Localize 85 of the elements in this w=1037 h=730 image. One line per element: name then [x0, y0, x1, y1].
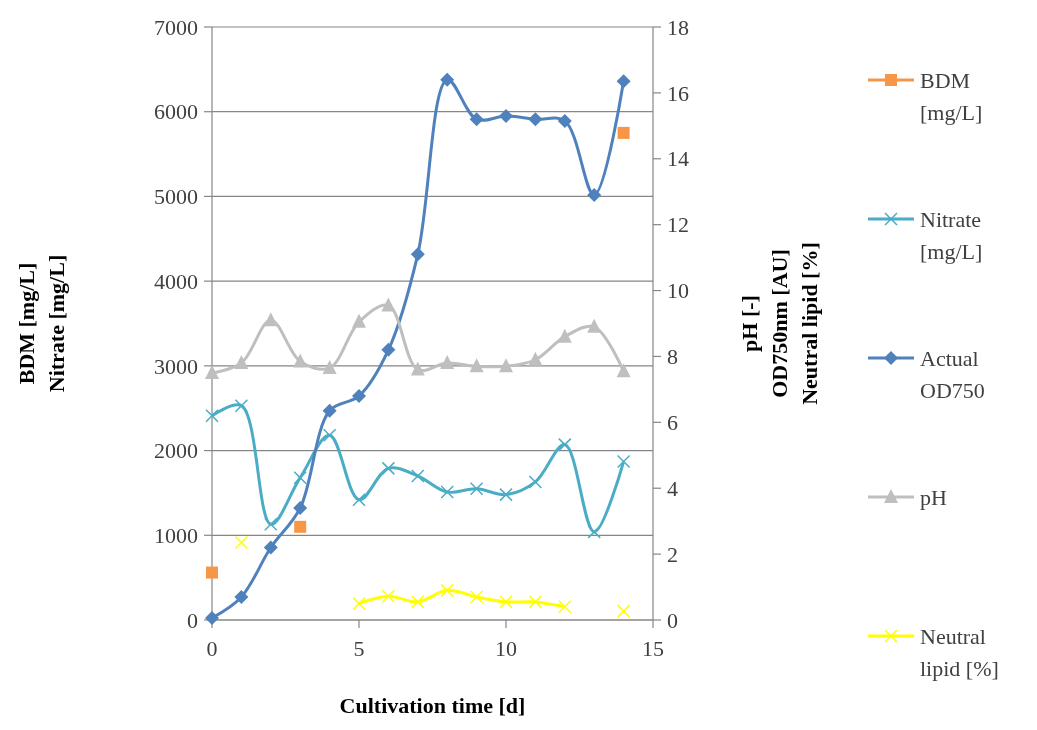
point — [557, 113, 572, 128]
point — [440, 72, 455, 87]
x-tick-label: 0 — [206, 636, 218, 661]
legend-label: Neutral lipid [%] — [920, 623, 999, 681]
y-axis-title: BDM [mg/L] Nitrate [mg/L] — [14, 254, 69, 393]
y2-axis-title: pH [-] OD750nm [AU] Neutral lipid [%] — [737, 242, 822, 405]
point — [263, 312, 278, 327]
y2-tick-label: 4 — [667, 475, 678, 501]
point — [528, 112, 543, 127]
point — [322, 403, 337, 418]
x-tick-label: 5 — [353, 636, 365, 661]
point — [381, 461, 396, 476]
y2-tick-label: 18 — [667, 14, 689, 40]
y2-tick-label: 6 — [667, 410, 678, 436]
legend-label: BDM [mg/L] — [920, 67, 983, 125]
point — [499, 595, 513, 609]
point — [264, 517, 278, 532]
y2-tick-label: 12 — [667, 212, 689, 238]
point — [558, 437, 572, 452]
point — [234, 398, 249, 413]
point — [499, 487, 513, 502]
point — [381, 342, 396, 357]
y2-tick-label: 16 — [667, 80, 689, 106]
point — [322, 359, 337, 374]
point — [263, 540, 278, 555]
point — [617, 126, 630, 139]
point — [381, 589, 396, 604]
point — [410, 361, 425, 376]
point — [616, 454, 631, 469]
point — [587, 188, 602, 203]
y-tick-label: 0 — [187, 607, 198, 633]
point — [469, 590, 484, 604]
x-tick-label: 15 — [642, 636, 664, 661]
y2-tick-label: 2 — [667, 541, 678, 567]
point — [440, 355, 455, 370]
point — [616, 363, 631, 378]
point — [293, 470, 307, 485]
legend-label: Nitrate [mg/L] — [920, 206, 983, 264]
y-tick-label: 4000 — [154, 268, 198, 294]
point — [557, 328, 572, 343]
point — [234, 589, 249, 604]
point — [469, 112, 484, 127]
y2-tick-label: 8 — [667, 344, 678, 370]
point — [352, 596, 366, 611]
point — [440, 583, 454, 598]
point — [469, 481, 484, 496]
point — [234, 535, 249, 550]
point — [411, 469, 425, 483]
x-tick-label: 10 — [495, 636, 517, 661]
point — [352, 313, 366, 328]
point — [528, 475, 543, 489]
legend-label: pH — [920, 484, 947, 510]
point — [352, 388, 366, 403]
point — [587, 525, 601, 539]
y-tick-label: 3000 — [154, 353, 198, 379]
point — [205, 409, 219, 423]
point — [410, 247, 425, 262]
y-tick-label: 2000 — [154, 438, 198, 464]
point — [234, 355, 249, 370]
y-tick-label: 6000 — [154, 99, 198, 125]
y2-tick-label: 0 — [667, 607, 678, 633]
point — [499, 108, 513, 123]
point — [616, 604, 631, 618]
point — [322, 428, 337, 443]
x-axis-title: Cultivation time [d] — [339, 693, 526, 718]
point — [381, 297, 396, 312]
point — [558, 600, 572, 614]
point — [294, 520, 307, 533]
point — [293, 500, 308, 515]
point — [616, 74, 631, 89]
y2-tick-label: 10 — [667, 278, 689, 304]
point — [293, 353, 308, 368]
point — [528, 351, 543, 366]
y-tick-label: 5000 — [154, 184, 198, 210]
point — [528, 595, 543, 609]
y-tick-label: 1000 — [154, 522, 198, 548]
point — [206, 566, 218, 579]
point — [587, 318, 602, 333]
point — [499, 358, 513, 373]
point — [469, 358, 484, 373]
point — [440, 485, 454, 499]
y-tick-label: 7000 — [154, 14, 198, 40]
y2-tick-label: 14 — [667, 146, 689, 172]
legend-label: Actual OD750 — [920, 345, 985, 403]
point — [411, 595, 425, 609]
